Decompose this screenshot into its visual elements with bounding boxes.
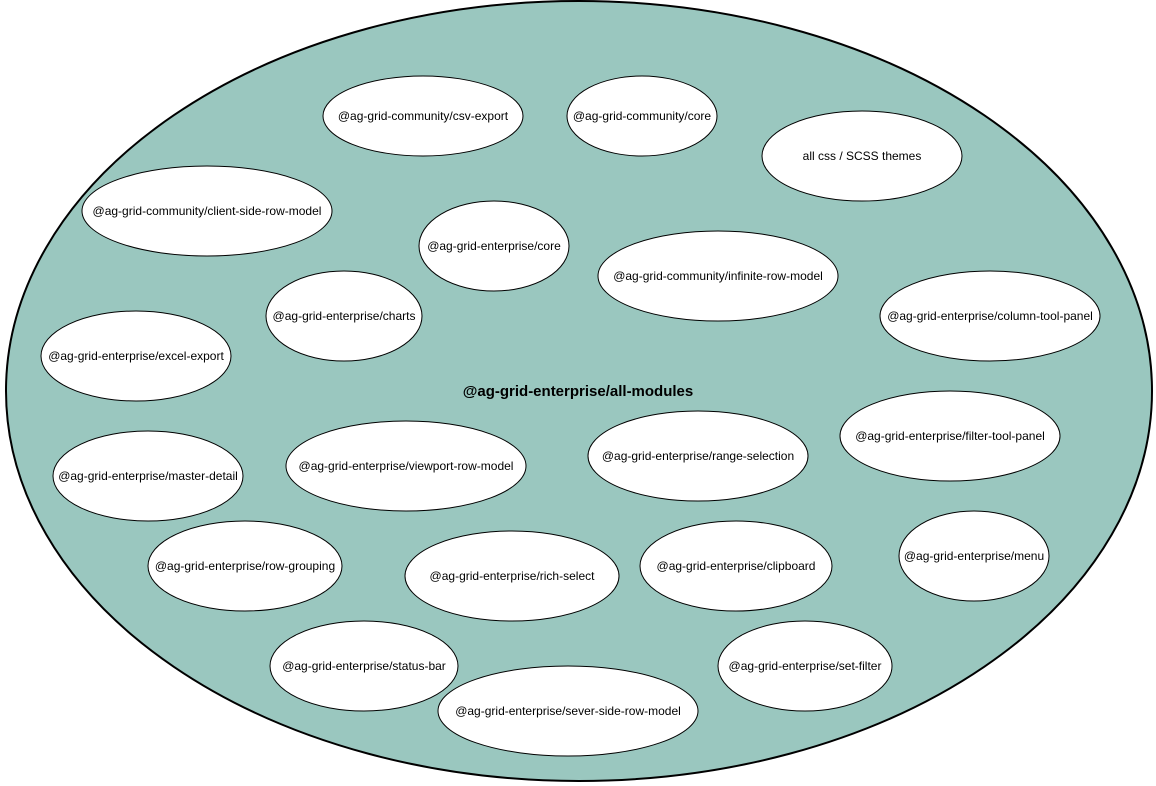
module-ellipse bbox=[587, 410, 809, 502]
module-label: @ag-grid-enterprise/excel-export bbox=[48, 349, 224, 363]
module-node: @ag-grid-community/client-side-row-model bbox=[81, 165, 333, 257]
module-ellipse bbox=[40, 310, 232, 402]
module-node: @ag-grid-enterprise/menu bbox=[898, 510, 1050, 602]
module-node: @ag-grid-enterprise/sever-side-row-model bbox=[437, 665, 699, 757]
module-node: @ag-grid-enterprise/excel-export bbox=[40, 310, 232, 402]
module-node: @ag-grid-enterprise/row-grouping bbox=[147, 520, 343, 612]
module-ellipse bbox=[879, 270, 1101, 362]
module-label: @ag-grid-enterprise/menu bbox=[904, 549, 1044, 563]
module-ellipse bbox=[597, 230, 839, 322]
module-ellipse bbox=[761, 110, 963, 202]
module-node: @ag-grid-enterprise/range-selection bbox=[587, 410, 809, 502]
module-node: @ag-grid-enterprise/column-tool-panel bbox=[879, 270, 1101, 362]
module-node: @ag-grid-enterprise/set-filter bbox=[717, 620, 893, 712]
module-label: @ag-grid-enterprise/range-selection bbox=[602, 449, 794, 463]
module-node: @ag-grid-enterprise/core bbox=[418, 200, 570, 292]
module-node: @ag-grid-enterprise/status-bar bbox=[269, 620, 459, 712]
module-ellipse bbox=[265, 270, 423, 362]
module-label: @ag-grid-enterprise/master-detail bbox=[58, 469, 238, 483]
module-ellipse bbox=[322, 75, 524, 157]
module-ellipse bbox=[404, 530, 620, 622]
module-label: @ag-grid-enterprise/status-bar bbox=[282, 659, 446, 673]
module-label: @ag-grid-enterprise/rich-select bbox=[430, 569, 596, 583]
module-node: @ag-grid-community/infinite-row-model bbox=[597, 230, 839, 322]
module-node: @ag-grid-community/csv-export bbox=[322, 75, 524, 157]
module-label: @ag-grid-enterprise/clipboard bbox=[657, 559, 816, 573]
module-nodes: @ag-grid-community/csv-export @ag-grid-co… bbox=[40, 75, 1101, 757]
module-ellipse bbox=[717, 620, 893, 712]
module-ellipse bbox=[147, 520, 343, 612]
container-label: @ag-grid-enterprise/all-modules bbox=[463, 383, 694, 400]
module-label: @ag-grid-community/csv-export bbox=[338, 109, 509, 123]
module-label: all css / SCSS themes bbox=[803, 149, 922, 163]
module-ellipse bbox=[898, 510, 1050, 602]
module-label: @ag-grid-enterprise/charts bbox=[273, 309, 416, 323]
module-label: @ag-grid-enterprise/set-filter bbox=[729, 659, 882, 673]
module-label: @ag-grid-enterprise/viewport-row-model bbox=[299, 459, 514, 473]
module-label: @ag-grid-community/client-side-row-model bbox=[93, 204, 322, 218]
module-ellipse bbox=[839, 390, 1061, 482]
module-label: @ag-grid-community/infinite-row-model bbox=[613, 269, 823, 283]
module-ellipse bbox=[285, 420, 527, 512]
module-node: all css / SCSS themes bbox=[761, 110, 963, 202]
module-label: @ag-grid-community/core bbox=[573, 109, 712, 123]
module-ellipse bbox=[269, 620, 459, 712]
module-ellipse bbox=[566, 75, 718, 157]
module-node: @ag-grid-enterprise/master-detail bbox=[52, 430, 244, 522]
module-ellipse bbox=[437, 665, 699, 757]
module-node: @ag-grid-enterprise/filter-tool-panel bbox=[839, 390, 1061, 482]
module-node: @ag-grid-enterprise/charts bbox=[265, 270, 423, 362]
module-node: @ag-grid-community/core bbox=[566, 75, 718, 157]
module-ellipse bbox=[52, 430, 244, 522]
module-ellipse bbox=[639, 520, 833, 612]
module-ellipse bbox=[81, 165, 333, 257]
module-ellipse bbox=[418, 200, 570, 292]
module-label: @ag-grid-enterprise/core bbox=[427, 239, 561, 253]
module-node: @ag-grid-enterprise/viewport-row-model bbox=[285, 420, 527, 512]
module-label: @ag-grid-enterprise/row-grouping bbox=[155, 559, 335, 573]
module-node: @ag-grid-enterprise/clipboard bbox=[639, 520, 833, 612]
module-label: @ag-grid-enterprise/column-tool-panel bbox=[887, 309, 1093, 323]
module-label: @ag-grid-enterprise/filter-tool-panel bbox=[855, 429, 1045, 443]
module-label: @ag-grid-enterprise/sever-side-row-model bbox=[455, 704, 681, 718]
module-node: @ag-grid-enterprise/rich-select bbox=[404, 530, 620, 622]
